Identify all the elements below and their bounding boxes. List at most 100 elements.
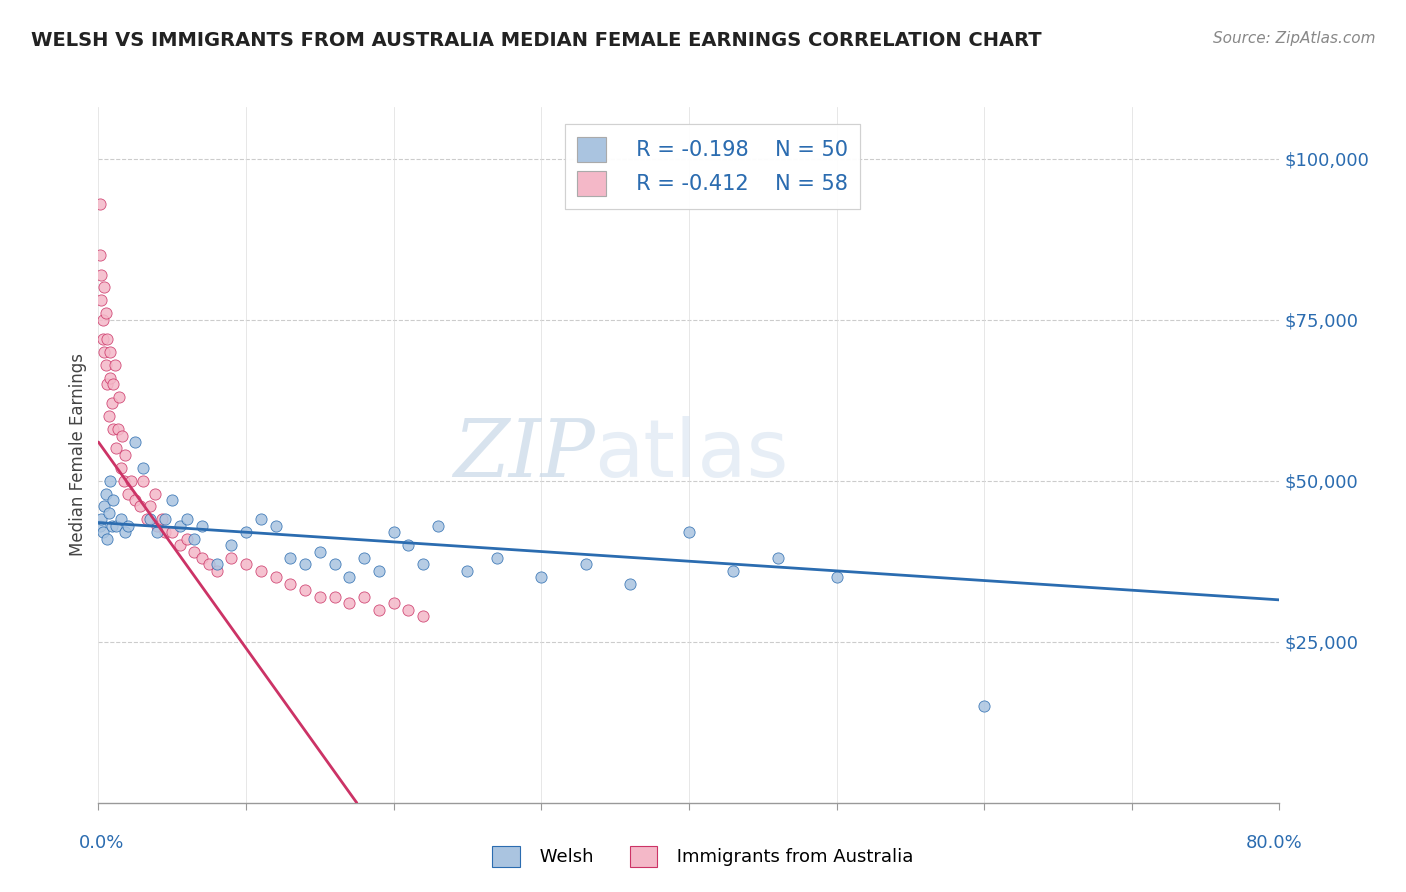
Point bbox=[162, 493, 183, 508]
Legend:   R = -0.198    N = 50,   R = -0.412    N = 58: R = -0.198 N = 50, R = -0.412 N = 58 bbox=[565, 124, 860, 209]
Point bbox=[93, 344, 115, 359]
Point bbox=[396, 538, 419, 552]
Point bbox=[117, 486, 139, 500]
Point bbox=[183, 532, 205, 546]
Point bbox=[104, 358, 127, 372]
Point bbox=[382, 525, 405, 540]
Point bbox=[427, 518, 450, 533]
Point bbox=[97, 409, 120, 424]
Point bbox=[574, 558, 596, 572]
Point bbox=[619, 576, 641, 591]
Point bbox=[143, 486, 166, 500]
Point bbox=[176, 532, 198, 546]
Point bbox=[353, 590, 375, 604]
Point bbox=[90, 512, 112, 526]
Point bbox=[294, 583, 316, 598]
Point bbox=[219, 538, 242, 552]
Point bbox=[250, 564, 273, 578]
Point bbox=[97, 506, 120, 520]
Point bbox=[112, 474, 135, 488]
Point bbox=[100, 396, 122, 410]
Point bbox=[139, 500, 162, 514]
Point bbox=[337, 570, 360, 584]
Point bbox=[128, 500, 150, 514]
Point bbox=[107, 422, 129, 436]
Text: Source: ZipAtlas.com: Source: ZipAtlas.com bbox=[1212, 31, 1375, 46]
Point bbox=[176, 512, 198, 526]
Point bbox=[973, 699, 995, 714]
Point bbox=[278, 576, 302, 591]
Point bbox=[825, 570, 848, 584]
Point bbox=[114, 525, 136, 540]
Point bbox=[136, 512, 159, 526]
Point bbox=[132, 460, 155, 475]
Point bbox=[382, 596, 405, 610]
Point bbox=[219, 551, 242, 566]
Point bbox=[100, 518, 122, 533]
Point bbox=[91, 332, 114, 346]
Point bbox=[108, 390, 131, 404]
Point bbox=[139, 512, 162, 526]
Point bbox=[278, 551, 302, 566]
Point bbox=[353, 551, 375, 566]
Point bbox=[323, 590, 346, 604]
Point bbox=[96, 332, 118, 346]
Point bbox=[678, 525, 700, 540]
Point bbox=[205, 558, 228, 572]
Point bbox=[91, 525, 114, 540]
Point bbox=[205, 564, 228, 578]
Point bbox=[198, 558, 221, 572]
Point bbox=[250, 512, 273, 526]
Point bbox=[191, 518, 214, 533]
Text: atlas: atlas bbox=[595, 416, 789, 494]
Point bbox=[96, 377, 118, 392]
Point bbox=[93, 280, 115, 294]
Point bbox=[368, 564, 391, 578]
Point bbox=[103, 493, 125, 508]
Text: 0.0%: 0.0% bbox=[79, 834, 124, 852]
Text: 80.0%: 80.0% bbox=[1246, 834, 1302, 852]
Point bbox=[105, 442, 128, 456]
Point bbox=[89, 196, 111, 211]
Point bbox=[294, 558, 316, 572]
Point bbox=[90, 293, 112, 308]
Point bbox=[153, 525, 176, 540]
Point bbox=[90, 268, 112, 282]
Point bbox=[323, 558, 346, 572]
Point bbox=[89, 518, 111, 533]
Point bbox=[412, 609, 434, 624]
Point bbox=[111, 428, 134, 442]
Point bbox=[98, 474, 121, 488]
Point bbox=[309, 590, 332, 604]
Point bbox=[91, 312, 114, 326]
Point bbox=[124, 435, 146, 450]
Point bbox=[105, 518, 128, 533]
Point bbox=[146, 518, 169, 533]
Point bbox=[120, 474, 142, 488]
Point bbox=[96, 532, 118, 546]
Point bbox=[169, 518, 191, 533]
Point bbox=[94, 486, 117, 500]
Point bbox=[110, 512, 132, 526]
Point bbox=[721, 564, 744, 578]
Point bbox=[153, 512, 176, 526]
Point bbox=[368, 602, 391, 616]
Point bbox=[117, 518, 139, 533]
Point bbox=[396, 602, 419, 616]
Point bbox=[98, 370, 121, 384]
Point bbox=[766, 551, 789, 566]
Point bbox=[93, 500, 115, 514]
Point bbox=[264, 570, 287, 584]
Point bbox=[94, 306, 117, 320]
Point bbox=[162, 525, 183, 540]
Point bbox=[132, 474, 155, 488]
Point bbox=[456, 564, 478, 578]
Point bbox=[235, 558, 257, 572]
Text: ZIP: ZIP bbox=[453, 417, 595, 493]
Point bbox=[183, 544, 205, 558]
Point bbox=[103, 377, 125, 392]
Point bbox=[337, 596, 360, 610]
Point bbox=[486, 551, 509, 566]
Point bbox=[530, 570, 553, 584]
Point bbox=[114, 448, 136, 462]
